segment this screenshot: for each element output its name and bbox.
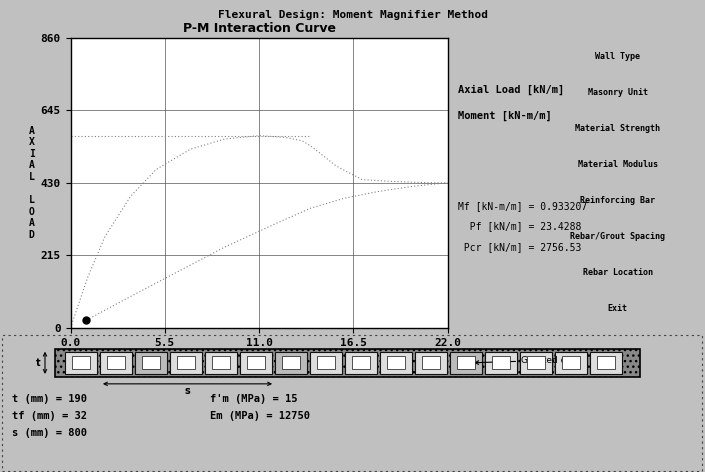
- Bar: [72, 356, 90, 369]
- Bar: [562, 356, 580, 369]
- Bar: [596, 356, 615, 369]
- Text: Pf [kN/m] = 23.4288: Pf [kN/m] = 23.4288: [458, 221, 582, 231]
- Text: Em (MPa) = 12750: Em (MPa) = 12750: [210, 411, 310, 421]
- Text: t: t: [37, 358, 41, 368]
- Bar: [100, 352, 132, 374]
- Bar: [457, 356, 475, 369]
- Text: Axial Load [kN/m]: Axial Load [kN/m]: [458, 85, 565, 95]
- Bar: [450, 352, 482, 374]
- Text: Exit: Exit: [608, 304, 627, 313]
- Text: Wall Type: Wall Type: [595, 52, 640, 61]
- Text: Moment [kN-m/m]: Moment [kN-m/m]: [458, 111, 552, 121]
- Text: Pcr [kN/m] = 2756.53: Pcr [kN/m] = 2756.53: [458, 242, 582, 252]
- Bar: [491, 356, 510, 369]
- Bar: [142, 356, 160, 369]
- Bar: [106, 356, 125, 369]
- Text: Rebar Location: Rebar Location: [582, 268, 653, 277]
- Text: tf (mm) = 32: tf (mm) = 32: [12, 411, 87, 421]
- Text: Material Strength: Material Strength: [575, 124, 660, 133]
- Bar: [387, 356, 405, 369]
- Title: P-M Interaction Curve: P-M Interaction Curve: [183, 22, 336, 35]
- Bar: [310, 352, 342, 374]
- Bar: [422, 356, 441, 369]
- Text: Reinforcing Bar: Reinforcing Bar: [580, 196, 655, 205]
- Bar: [275, 352, 307, 374]
- Bar: [555, 352, 587, 374]
- Bar: [520, 352, 552, 374]
- Bar: [485, 352, 517, 374]
- Bar: [380, 352, 412, 374]
- Text: f'm (MPa) = 15: f'm (MPa) = 15: [210, 394, 298, 404]
- Text: s: s: [185, 386, 190, 396]
- Bar: [135, 352, 167, 374]
- Bar: [317, 356, 336, 369]
- Bar: [205, 352, 237, 374]
- Bar: [177, 356, 195, 369]
- Bar: [170, 352, 202, 374]
- Text: t (mm) = 190: t (mm) = 190: [12, 394, 87, 404]
- Bar: [65, 352, 97, 374]
- Text: Rebar/Grout Spacing: Rebar/Grout Spacing: [570, 232, 665, 241]
- Bar: [240, 352, 272, 374]
- X-axis label: MOMENT: MOMENT: [239, 354, 279, 363]
- Text: Mf [kN-m/m] = 0.933207: Mf [kN-m/m] = 0.933207: [458, 201, 587, 211]
- Bar: [247, 356, 265, 369]
- Bar: [352, 356, 370, 369]
- Bar: [282, 356, 300, 369]
- Bar: [527, 356, 545, 369]
- Text: Flexural Design: Moment Magnifier Method: Flexural Design: Moment Magnifier Method: [218, 10, 487, 20]
- Text: Grouted core: Grouted core: [475, 356, 580, 365]
- Bar: [345, 352, 377, 374]
- Bar: [55, 349, 640, 377]
- Text: s (mm) = 800: s (mm) = 800: [12, 428, 87, 438]
- Text: Material Modulus: Material Modulus: [577, 160, 658, 169]
- Text: A
X
I
A
L

L
O
A
D: A X I A L L O A D: [29, 126, 35, 240]
- Bar: [415, 352, 447, 374]
- Bar: [590, 352, 622, 374]
- Text: Masonry Unit: Masonry Unit: [587, 88, 648, 97]
- Bar: [212, 356, 231, 369]
